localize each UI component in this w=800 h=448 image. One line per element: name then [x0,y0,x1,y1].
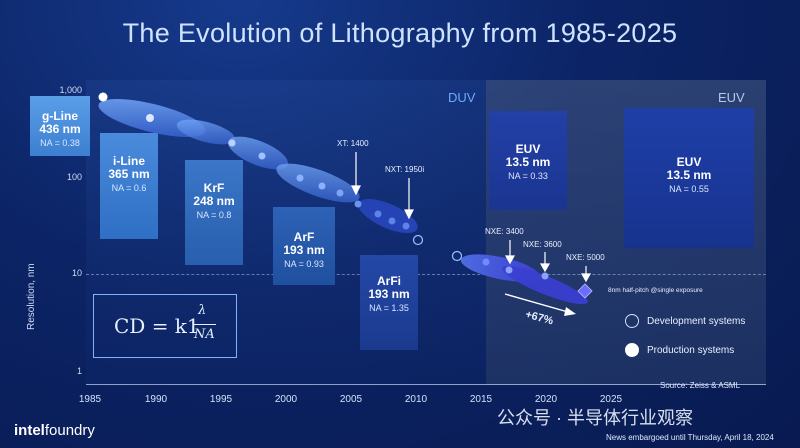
production-dot [228,139,236,147]
development-legend-icon [625,314,639,328]
production-dot [374,210,382,218]
production-dot [541,272,549,280]
x-tick-2015: 2015 [469,394,493,405]
production-dot [505,266,513,274]
x-tick-2010: 2010 [404,394,428,405]
production-dot [482,258,490,266]
box-euv-033-name: EUV [515,142,541,156]
trend-segment-arfi [358,198,418,234]
box-i-line-na: NA = 0.6 [111,183,147,193]
x-tick-2025: 2025 [599,394,623,405]
box-krf-wavelength: 248 nm [193,194,235,208]
legend-production-label: Production systems [647,345,735,356]
box-arfi-na: NA = 1.35 [369,303,409,313]
box-arf-na: NA = 0.93 [284,259,324,269]
formula-fraction-bar [194,324,216,325]
production-dot [354,200,362,208]
production-dot [318,182,326,190]
box-euv-055-wavelength: 13.5 nm [666,168,712,182]
label-nxe5000: NXE: 5000 [566,253,605,262]
x-tick-1985: 1985 [78,394,102,405]
box-arf-name: ArF [293,230,315,244]
production-dot [258,152,266,160]
production-legend-icon [625,343,639,357]
box-euv-033-na: NA = 0.33 [508,171,548,181]
y-tick-1000: 1,000 [59,85,82,95]
box-g-line: g-Line 436 nm NA = 0.38 [30,96,90,156]
box-krf-na: NA = 0.8 [196,210,232,220]
formula-numerator: λ [198,303,207,318]
box-euv-055: EUV 13.5 nm NA = 0.55 [624,108,754,248]
box-arfi: ArFi 193 nm NA = 1.35 [360,255,418,350]
production-dot [402,222,410,230]
box-arf: ArF 193 nm NA = 0.93 [273,207,335,285]
box-arfi-wavelength: 193 nm [368,287,410,301]
production-dot [296,174,304,182]
x-tick-2020: 2020 [534,394,558,405]
box-g-line-wavelength: 436 nm [39,122,81,136]
production-dot [146,114,154,122]
duv-era-label: DUV [448,90,476,105]
brand-part1: intel [14,422,45,439]
label-nxt1950i: NXT: 1950i [385,165,425,174]
y-tick-10: 10 [71,268,82,278]
label-xt1400: XT: 1400 [337,139,369,148]
target-diamond [577,283,593,299]
trend-segment-krf [227,136,289,170]
euv-era-label: EUV [718,90,745,105]
x-axis-line [86,384,766,385]
box-g-line-name: g-Line [42,109,78,123]
production-dot [388,217,396,225]
production-dot [336,189,344,197]
development-dot [412,234,424,246]
box-krf: KrF 248 nm NA = 0.8 [185,160,243,265]
box-euv-055-na: NA = 0.55 [669,184,709,194]
gridline-10nm [86,274,766,275]
label-nxe3400: NXE: 3400 [485,227,524,236]
trend-segment-i-line [176,119,236,145]
development-dot [451,250,463,262]
x-tick-1995: 1995 [209,394,233,405]
box-euv-033: EUV 13.5 nm NA = 0.33 [489,111,567,210]
source-note: Source: Zeiss & ASML [660,381,741,390]
embargo-note: News embargoed until Thursday, April 18,… [606,433,774,442]
brand-part2: foundry [44,422,95,439]
trend-segment-arf [276,163,360,203]
x-tick-2005: 2005 [339,394,363,405]
x-tick-2000: 2000 [274,394,298,405]
trend-segment-euv-future [502,265,588,305]
formula-lhs: CD = k1 [114,314,200,338]
box-i-line-name: i-Line [113,154,145,168]
box-i-line-wavelength: 365 nm [108,167,150,181]
watermark: 公众号 · 半导体行业观察 [497,408,693,428]
x-tick-1990: 1990 [144,394,168,405]
box-arf-wavelength: 193 nm [283,243,325,257]
box-arfi-name: ArFi [377,274,401,288]
box-krf-name: KrF [203,181,225,195]
y-tick-1: 1 [76,366,82,376]
slide-title: The Evolution of Lithography from 1985-2… [122,18,678,48]
label-half-pitch: 8nm half-pitch @single exposure [608,287,703,294]
box-i-line: i-Line 365 nm NA = 0.6 [100,133,158,239]
formula-denominator: NA [194,327,215,342]
production-dot [98,92,108,102]
box-euv-055-name: EUV [676,155,702,169]
box-euv-033-wavelength: 13.5 nm [505,155,551,169]
legend-development-label: Development systems [647,316,746,327]
brand-logo: intelfoundry [14,422,95,439]
improvement-arrow [504,293,576,316]
label-nxe3600: NXE: 3600 [523,240,562,249]
formula-box: CD = k1 λ NA [93,294,237,358]
pointer-arrows [351,152,592,283]
y-tick-100: 100 [66,172,82,182]
box-g-line-na: NA = 0.38 [40,138,80,148]
